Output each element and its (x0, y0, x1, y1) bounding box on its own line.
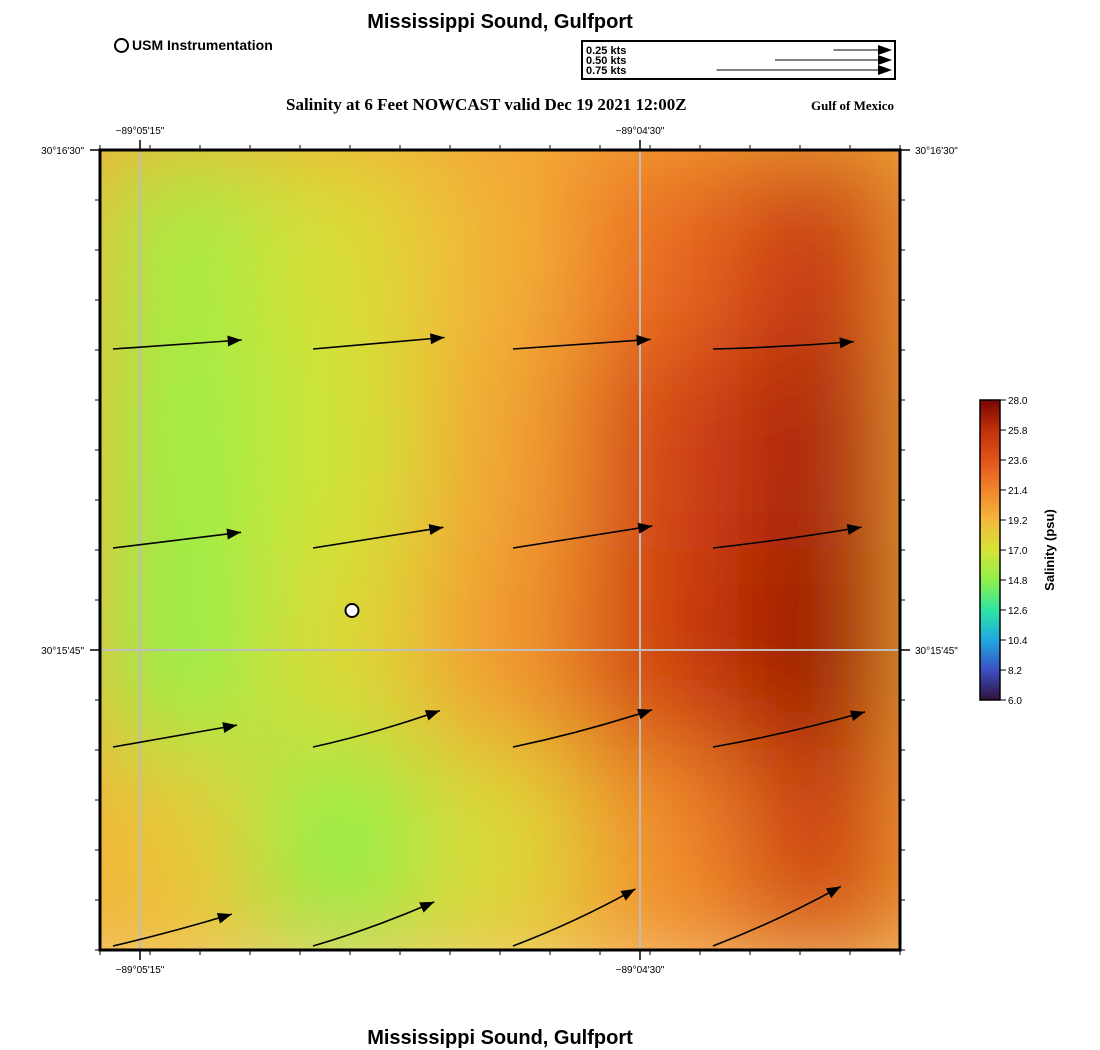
vector-arrowhead (620, 888, 636, 901)
colorbar-tick-label: 6.0 (1008, 696, 1022, 707)
lat-tick-label-right: 30°15'45" (915, 646, 958, 657)
colorbar-tick-label: 21.4 (1008, 486, 1028, 497)
region-label: Gulf of Mexico (811, 98, 895, 113)
current-vector (312, 524, 444, 549)
salinity-cell (739, 749, 900, 950)
vector-arrowhead (825, 886, 841, 899)
colorbar-tick-label: 14.8 (1008, 576, 1028, 587)
vector-arrowhead (227, 335, 242, 347)
lon-tick-label-bottom: −89°05'15" (116, 965, 165, 976)
vector-shaft (712, 885, 842, 947)
vector-shaft (112, 531, 242, 549)
vector-arrowhead (430, 333, 445, 345)
station-legend: USM Instrumentation (114, 37, 273, 53)
lon-tick-label-top: −89°04'30" (616, 126, 665, 137)
vector-arrowhead (846, 524, 862, 535)
vector-shaft (312, 901, 435, 947)
current-vector (112, 528, 242, 549)
colorbar-ramp (979, 399, 1001, 701)
station-legend-label: USM Instrumentation (132, 37, 273, 53)
lat-tick-label-left: 30°15'45" (41, 646, 84, 657)
salinity-cell (579, 150, 741, 351)
map-subtitle: Salinity at 6 Feet NOWCAST valid Dec 19 … (286, 95, 687, 114)
current-vector (512, 522, 653, 549)
vector-shaft (512, 708, 653, 748)
current-vector (112, 335, 242, 350)
salinity-cell (100, 749, 261, 950)
salinity-cell (579, 749, 741, 950)
scale-label: 0.50 kts (586, 55, 626, 67)
vector-arrowhead (850, 710, 866, 722)
colorbar-tick-label: 25.8 (1008, 426, 1028, 437)
vector-shaft (312, 336, 445, 350)
vector-arrowhead (222, 722, 238, 733)
salinity-cell (419, 749, 581, 950)
scale-label: 0.25 kts (586, 45, 626, 57)
vector-arrowhead (424, 710, 440, 721)
vector-shaft (312, 526, 444, 549)
vector-arrowhead (428, 524, 444, 535)
scale-arrowhead (878, 45, 892, 55)
colorbar-tick-label: 12.6 (1008, 606, 1028, 617)
current-vector (712, 885, 842, 947)
vector-arrowhead (637, 708, 653, 720)
current-vector (312, 901, 435, 947)
vector-arrowhead (839, 337, 854, 349)
salinity-cell (100, 150, 261, 351)
current-vector (712, 337, 854, 350)
current-vector (712, 524, 862, 549)
current-vector (512, 708, 653, 748)
current-vector (312, 333, 445, 350)
salinity-cell (259, 349, 421, 551)
colorbar-tick-label: 28.0 (1008, 396, 1028, 407)
salinity-cell (739, 349, 900, 551)
current-vector (312, 709, 441, 748)
salinity-cell (259, 749, 421, 950)
colorbar-tick-label: 8.2 (1008, 666, 1022, 677)
vector-shaft (112, 339, 242, 350)
colorbar-tick-label: 17.0 (1008, 546, 1028, 557)
usm-station-marker[interactable] (344, 603, 360, 618)
salinity-cell (419, 349, 581, 551)
vector-arrowhead (216, 912, 232, 924)
lon-tick-label-top: −89°05'15" (116, 126, 165, 137)
lon-tick-label-bottom: −89°04'30" (616, 965, 665, 976)
vector-shaft (712, 340, 854, 350)
colorbar-tick-label: 19.2 (1008, 516, 1028, 527)
map-title-top: Mississippi Sound, Gulfport (367, 11, 633, 33)
lat-tick-label-right: 30°16'30" (915, 146, 958, 157)
scale-arrowhead (878, 65, 892, 75)
salinity-map: −89°05'15" −89°05'15" −89°04'30" −89°04'30"… (41, 126, 958, 976)
salinity-cell (739, 150, 900, 351)
current-vector (112, 912, 233, 947)
lat-tick-label-left: 30°16'30" (41, 146, 84, 157)
vector-shaft (712, 711, 866, 748)
map-title-bottom: Mississippi Sound, Gulfport (367, 1027, 633, 1049)
vector-shaft (512, 338, 651, 350)
scale-arrowhead (878, 55, 892, 65)
salinity-cell (100, 349, 261, 551)
salinity-colorbar: 28.0 25.8 23.6 21.4 19.2 17.0 14.8 12.6 10.4 8.2 6… (979, 396, 1057, 707)
vector-arrowhead (637, 522, 653, 534)
vector-shaft (512, 525, 653, 549)
vector-arrowhead (636, 334, 651, 346)
colorbar-tick-label: 23.6 (1008, 456, 1028, 467)
current-vector (712, 710, 866, 748)
salinity-cell (259, 150, 421, 351)
vector-shaft (712, 526, 862, 549)
vector-arrowhead (226, 528, 242, 540)
vector-shaft (512, 888, 636, 947)
current-vector (512, 888, 636, 947)
scale-label: 0.75 kts (586, 65, 626, 77)
colorbar-label: Salinity (psu) (1042, 509, 1057, 591)
salinity-cell (419, 150, 581, 351)
vector-shaft (312, 709, 441, 748)
salinity-cell (579, 349, 741, 551)
colorbar-tick-label: 10.4 (1008, 636, 1028, 647)
station-marker-icon (114, 37, 129, 53)
current-vector (112, 722, 238, 748)
vector-arrowhead (419, 901, 435, 913)
current-vector (512, 334, 651, 350)
